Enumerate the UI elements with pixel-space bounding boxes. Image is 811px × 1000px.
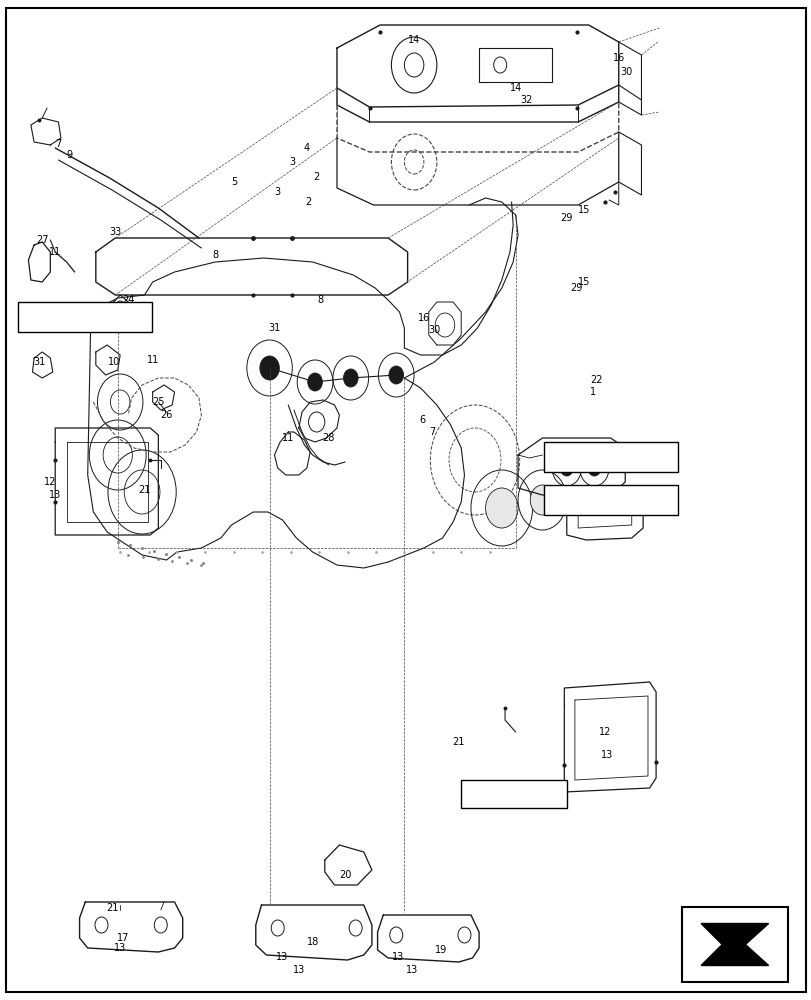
Polygon shape — [700, 924, 768, 966]
Text: 18: 18 — [306, 937, 319, 947]
Text: 30: 30 — [427, 325, 440, 335]
Text: 7: 7 — [428, 427, 435, 437]
Text: 32: 32 — [519, 95, 532, 105]
Circle shape — [343, 369, 358, 387]
Text: 12: 12 — [598, 727, 611, 737]
Text: 10: 10 — [107, 357, 120, 367]
Text: 27: 27 — [36, 235, 49, 245]
Text: 13: 13 — [600, 750, 613, 760]
Text: 22: 22 — [590, 375, 603, 385]
Text: 31: 31 — [268, 323, 281, 333]
Text: 14: 14 — [407, 35, 420, 45]
Text: 1: 1 — [589, 387, 595, 397]
Text: 13: 13 — [49, 490, 62, 500]
Text: 8: 8 — [212, 250, 218, 260]
Text: 11: 11 — [281, 433, 294, 443]
Text: 13: 13 — [391, 952, 404, 962]
Text: 13: 13 — [276, 952, 289, 962]
Circle shape — [485, 488, 517, 528]
Text: 7: 7 — [55, 139, 62, 149]
Text: 29: 29 — [560, 213, 573, 223]
Text: 8: 8 — [317, 295, 324, 305]
Text: 33: 33 — [109, 227, 122, 237]
Text: 11: 11 — [146, 355, 159, 365]
Text: 21: 21 — [452, 737, 465, 747]
Text: 17: 17 — [117, 933, 130, 943]
Text: 31: 31 — [32, 357, 45, 367]
Text: 11: 11 — [49, 247, 62, 257]
Text: 14: 14 — [508, 83, 521, 93]
Text: 21: 21 — [138, 485, 151, 495]
Text: 15: 15 — [577, 205, 590, 215]
Circle shape — [388, 366, 403, 384]
Text: 4: 4 — [303, 143, 310, 153]
Text: 16: 16 — [611, 53, 624, 63]
Text: 21: 21 — [105, 903, 118, 913]
Text: 90.100.AU 01: 90.100.AU 01 — [54, 312, 116, 322]
Text: 6: 6 — [418, 415, 425, 425]
Bar — [461, 780, 566, 808]
Text: 55.100.DO 02: 55.100.DO 02 — [579, 452, 642, 462]
Text: 3: 3 — [289, 157, 295, 167]
Text: 26: 26 — [160, 410, 173, 420]
Text: 12: 12 — [44, 477, 57, 487]
Circle shape — [307, 373, 322, 391]
Text: 2: 2 — [305, 197, 311, 207]
Bar — [543, 442, 677, 472]
Text: 39.100.AB: 39.100.AB — [490, 790, 537, 798]
Text: 15: 15 — [577, 277, 590, 287]
Circle shape — [560, 460, 573, 476]
Text: 20: 20 — [338, 870, 351, 880]
Text: 90.105.CU 01: 90.105.CU 01 — [579, 495, 642, 504]
Text: 29: 29 — [569, 283, 582, 293]
Bar — [543, 485, 677, 515]
Text: 25: 25 — [152, 397, 165, 407]
Circle shape — [587, 460, 600, 476]
Text: 9: 9 — [66, 150, 72, 160]
Text: 13: 13 — [292, 965, 305, 975]
Text: 13: 13 — [114, 943, 127, 953]
Text: 2: 2 — [313, 172, 320, 182]
Text: 30: 30 — [620, 67, 633, 77]
Text: 24: 24 — [122, 295, 135, 305]
Circle shape — [530, 485, 554, 515]
Bar — [681, 907, 787, 982]
Circle shape — [260, 356, 279, 380]
Text: 28: 28 — [322, 433, 335, 443]
Text: 13: 13 — [406, 965, 418, 975]
Bar — [18, 302, 152, 332]
Text: 5: 5 — [230, 177, 237, 187]
Text: 3: 3 — [274, 187, 281, 197]
Text: 19: 19 — [434, 945, 447, 955]
Text: 16: 16 — [417, 313, 430, 323]
Text: 23: 23 — [122, 309, 135, 319]
